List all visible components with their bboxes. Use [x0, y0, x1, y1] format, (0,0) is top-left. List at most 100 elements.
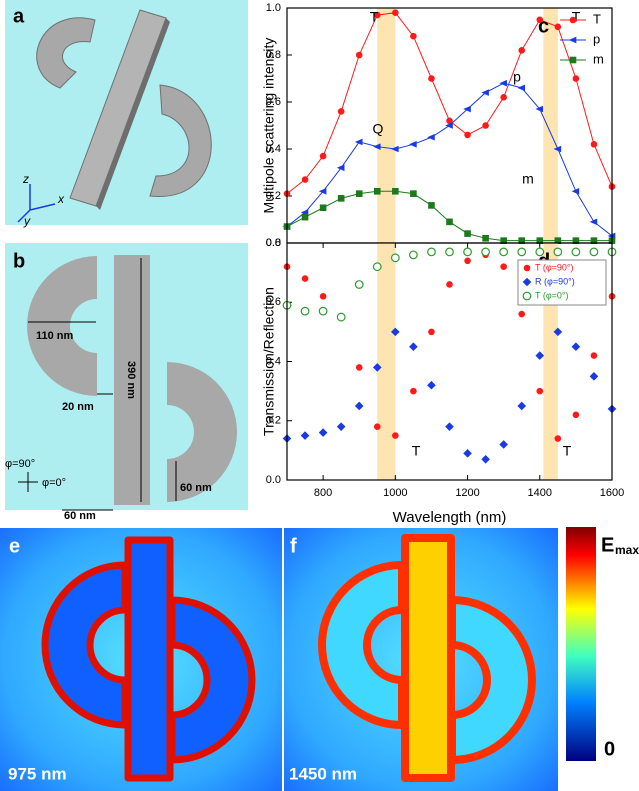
marker — [354, 280, 364, 289]
y-tick-label: 0.0 — [266, 237, 281, 249]
marker — [428, 202, 435, 209]
marker — [482, 122, 489, 129]
marker — [499, 440, 508, 449]
legend-marker — [568, 36, 577, 44]
marker — [319, 152, 327, 160]
marker — [571, 342, 581, 351]
split-ring — [167, 362, 237, 502]
x-axis-label: Wavelength (nm) — [393, 509, 507, 526]
y-tick-label: 0.4 — [266, 355, 281, 367]
annotation: T — [412, 443, 421, 459]
x-tick-label: 1400 — [528, 487, 552, 499]
y-axis-label: Transmission/Reflection — [261, 287, 277, 436]
legend-label: R (φ=90°) — [535, 276, 575, 286]
legend-marker — [569, 56, 577, 64]
legend-box — [517, 259, 607, 306]
axis-label: x — [57, 192, 65, 206]
split-ring — [149, 84, 212, 197]
polarization-label: φ=90° — [5, 458, 35, 470]
marker — [463, 449, 472, 458]
marker — [392, 432, 399, 439]
marker — [410, 387, 417, 395]
marker — [590, 352, 598, 359]
marker — [481, 454, 490, 464]
marker — [517, 401, 527, 411]
marker — [445, 122, 453, 129]
marker — [355, 364, 363, 371]
axis-arrow — [29, 203, 56, 211]
marker — [355, 190, 363, 197]
marker — [427, 380, 436, 390]
legend-label: m — [593, 51, 604, 66]
marker — [427, 133, 435, 141]
marker — [408, 250, 418, 260]
highlight-band — [377, 243, 396, 480]
colorbar-symbol: E — [601, 534, 614, 556]
dimension-lines — [18, 258, 177, 511]
dimension-label: 60 nm — [180, 482, 212, 494]
y-tick-label: 0.2 — [266, 190, 281, 202]
marker — [392, 188, 399, 195]
panel-f: 1450 nm f — [284, 528, 558, 791]
split-ring — [27, 256, 97, 396]
bar — [114, 255, 150, 505]
marker — [553, 247, 563, 257]
marker — [410, 190, 417, 197]
marker — [482, 235, 489, 242]
marker — [589, 247, 599, 257]
legend-marker — [569, 16, 577, 24]
marker — [464, 131, 471, 139]
marker — [517, 247, 527, 257]
marker — [318, 188, 327, 195]
marker — [372, 262, 382, 272]
marker — [590, 237, 598, 244]
annotation: p — [513, 69, 521, 85]
marker — [464, 257, 471, 265]
colorbar-subscript: max — [615, 543, 639, 557]
colorbar-min: 0 — [604, 738, 615, 760]
annotation: T — [370, 9, 379, 25]
marker — [535, 105, 544, 113]
marker — [409, 342, 418, 351]
marker — [372, 363, 382, 372]
marker — [536, 237, 544, 244]
marker — [535, 351, 545, 360]
marker — [300, 431, 310, 440]
marker — [337, 195, 345, 202]
marker — [319, 293, 327, 300]
legend-marker — [523, 264, 531, 272]
y-tick-label: 0.0 — [266, 474, 281, 486]
marker — [517, 84, 526, 92]
marker — [464, 230, 471, 237]
marker — [572, 411, 580, 419]
split-ring — [36, 17, 96, 89]
marker — [553, 145, 562, 153]
dimension-label: 390 nm — [125, 361, 137, 399]
marker — [535, 247, 545, 257]
marker — [446, 117, 453, 125]
dimension-label: 110 nm — [36, 330, 74, 342]
marker — [571, 188, 580, 195]
marker — [410, 32, 417, 40]
x-tick-label: 1000 — [383, 487, 407, 499]
polarization-label: φ=0° — [42, 477, 66, 489]
marker — [336, 422, 346, 431]
y-tick-label: 1.0 — [266, 2, 281, 14]
marker — [445, 247, 454, 257]
annotation: m — [522, 171, 534, 187]
marker — [355, 51, 363, 59]
field-structure — [318, 534, 536, 782]
marker — [428, 75, 435, 82]
marker — [301, 176, 309, 183]
marker — [572, 75, 580, 82]
panel-e: 975 nm e — [0, 528, 282, 791]
dimension-label: 60 nm — [64, 510, 96, 522]
marker — [373, 423, 381, 430]
dimension-label: 20 nm — [62, 401, 94, 413]
marker — [463, 105, 471, 113]
marker — [301, 213, 309, 221]
x-tick-label: 1600 — [600, 487, 624, 499]
highlight-band — [543, 8, 558, 243]
